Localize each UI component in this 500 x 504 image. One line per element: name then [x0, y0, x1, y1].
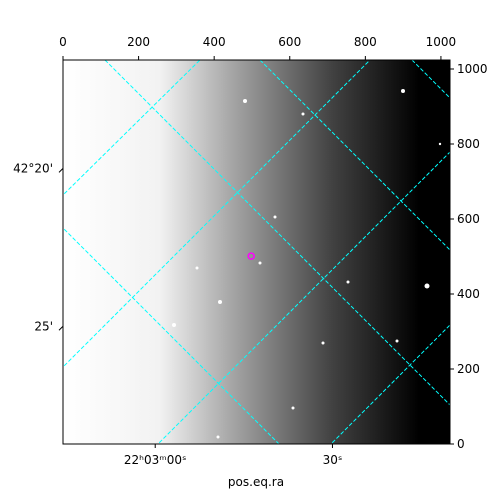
y-tick-label: 0: [457, 437, 465, 451]
x-tick-label: 400: [203, 35, 226, 49]
wcs-x-tick-label: 30ˢ: [323, 453, 343, 467]
wcs-y-tick-label: 25': [34, 319, 53, 333]
axes-frame: [62, 59, 451, 445]
x-tick-label: 1000: [426, 35, 457, 49]
x-tick-label: 800: [354, 35, 377, 49]
stars: [172, 89, 442, 439]
y-tick-label: 800: [457, 137, 480, 151]
wcs-y-tick: [58, 325, 64, 331]
y-tick-label: 600: [457, 212, 480, 226]
x-tick-label: 0: [59, 35, 67, 49]
wcs-x-tick-label: 22ʰ03ᵐ00ˢ: [124, 453, 187, 467]
x-tick-label: 200: [127, 35, 150, 49]
y-tick-label: 400: [457, 287, 480, 301]
image: [63, 60, 450, 444]
wcs-y-tick: [58, 168, 64, 173]
y-tick-label: 1000: [457, 62, 488, 76]
x-axis-label: pos.eq.ra: [228, 475, 284, 489]
marker: [247, 252, 255, 260]
y-tick-label: 200: [457, 362, 480, 376]
wcs-grid: [63, 60, 450, 444]
wcs-y-tick-label: 42°20': [13, 161, 53, 175]
x-tick-label: 600: [278, 35, 301, 49]
